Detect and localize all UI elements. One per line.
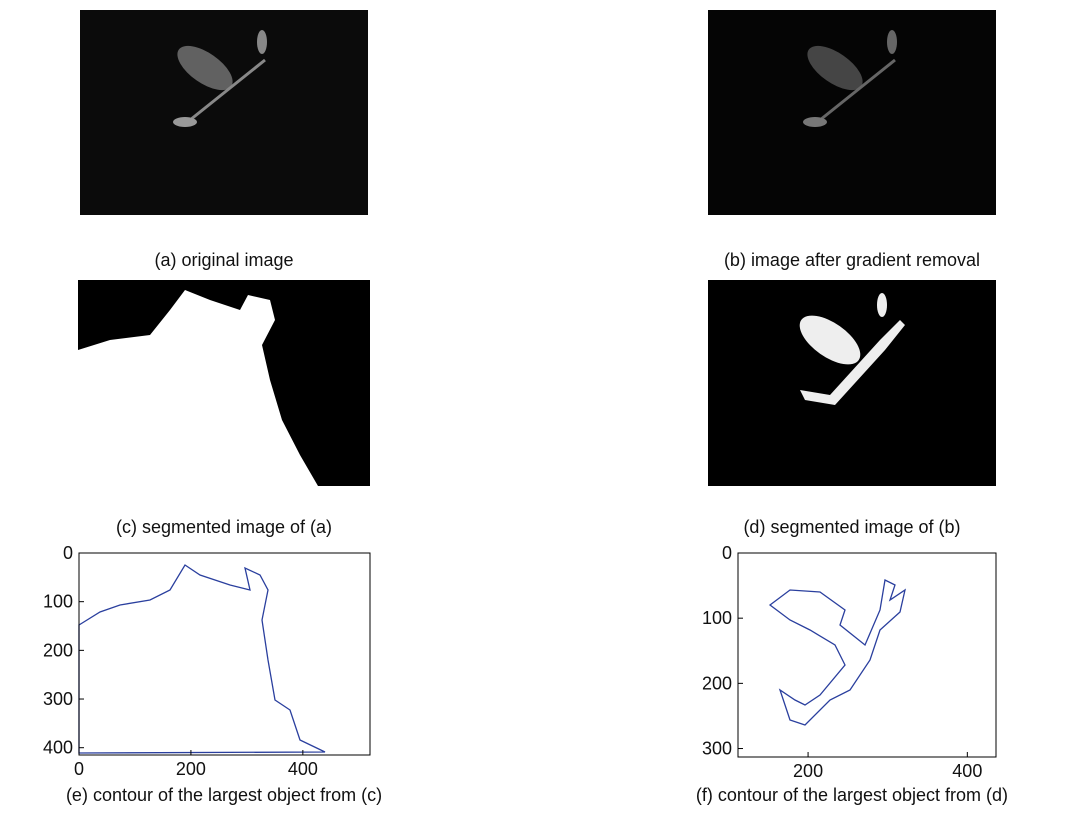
x-tick-label: 200 <box>793 761 823 781</box>
caption: (c) segmented image of (a) <box>116 517 332 537</box>
image-original <box>80 10 368 215</box>
plot-frame <box>738 553 996 757</box>
y-tick-label: 0 <box>722 543 732 563</box>
x-tick-label: 400 <box>288 759 318 779</box>
caption: (b) image after gradient removal <box>724 250 980 270</box>
contour-e <box>79 565 325 753</box>
y-tick-label: 200 <box>702 673 732 693</box>
caption: (f) contour of the largest object from (… <box>696 785 1008 805</box>
y-tick-label: 300 <box>702 739 732 759</box>
contour-f <box>770 580 905 725</box>
x-tick-label: 400 <box>952 761 982 781</box>
image-segmented-b <box>708 280 996 486</box>
y-tick-label: 400 <box>43 738 73 758</box>
image-gradient-removed <box>708 10 996 215</box>
y-tick-label: 200 <box>43 640 73 660</box>
caption: (a) original image <box>154 250 293 270</box>
y-tick-label: 0 <box>63 543 73 563</box>
figure: (a) original image (b) image after gradie… <box>0 0 1072 814</box>
y-tick-label: 100 <box>702 608 732 628</box>
x-tick-label: 200 <box>176 759 206 779</box>
y-tick-label: 300 <box>43 689 73 709</box>
caption: (d) segmented image of (b) <box>743 517 960 537</box>
image-segmented-a <box>78 280 370 486</box>
x-tick-label: 0 <box>74 759 84 779</box>
caption: (e) contour of the largest object from (… <box>66 785 382 805</box>
y-tick-label: 100 <box>43 592 73 612</box>
